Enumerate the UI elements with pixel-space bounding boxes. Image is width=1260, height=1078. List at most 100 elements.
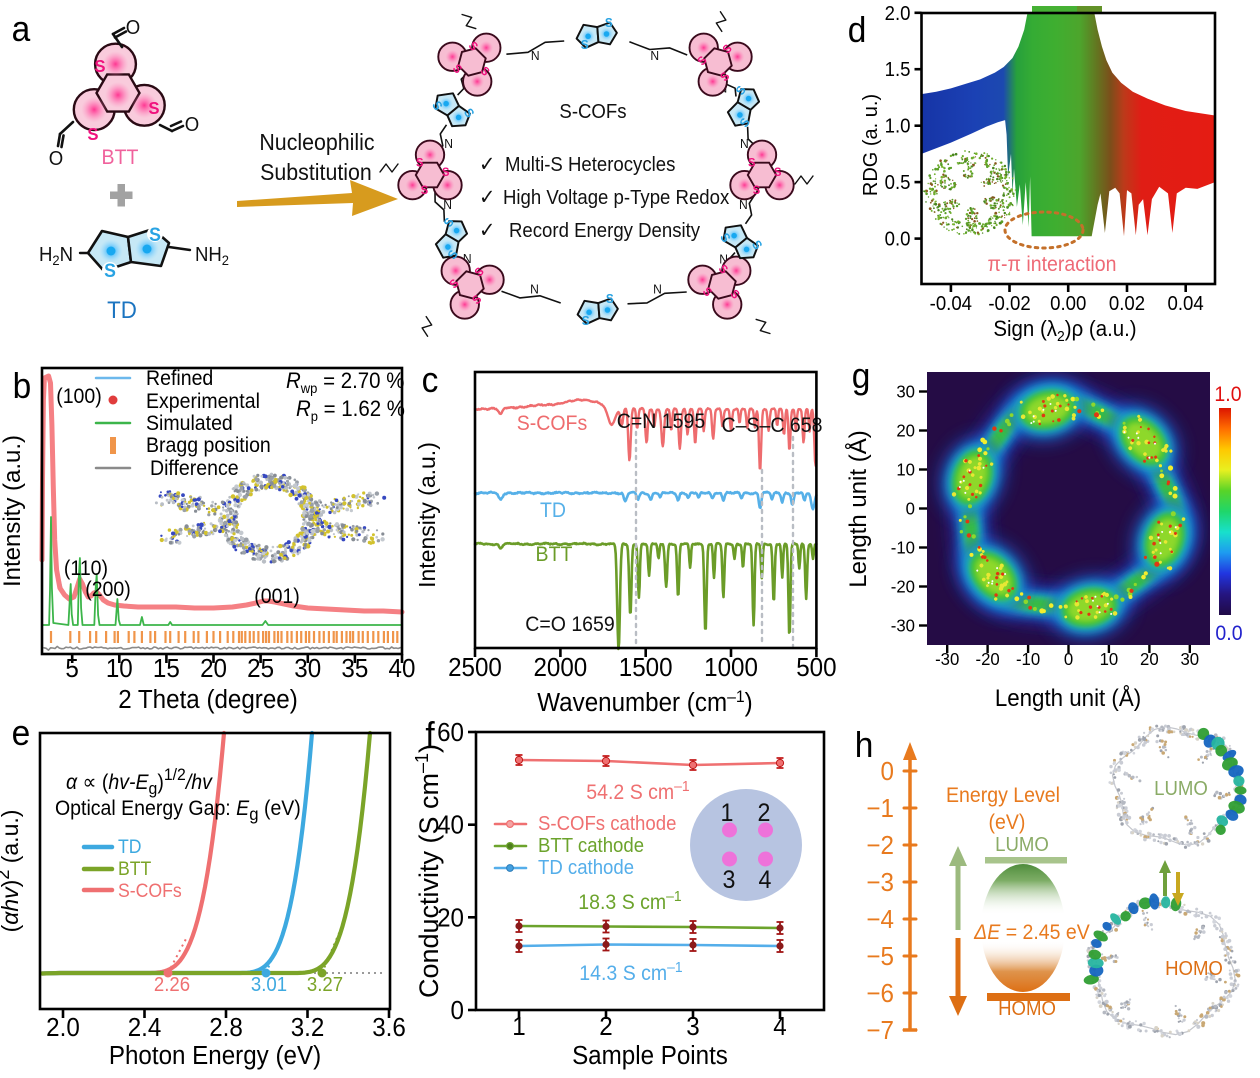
svg-text:Conductivity (S cm–1): Conductivity (S cm–1) <box>412 744 444 998</box>
svg-text:30: 30 <box>896 381 915 402</box>
svg-text:−6: −6 <box>866 979 894 1008</box>
svg-text:Record Energy Density: Record Energy Density <box>509 220 700 242</box>
svg-text:S-COFs: S-COFs <box>517 412 587 435</box>
svg-text:(100): (100) <box>56 385 102 408</box>
svg-text:TD: TD <box>118 835 142 857</box>
svg-text:54.2 S cm–1: 54.2 S cm–1 <box>586 779 689 805</box>
svg-text:4: 4 <box>759 866 772 894</box>
svg-text:f: f <box>425 716 435 755</box>
svg-text:S: S <box>753 185 761 197</box>
svg-text:High Voltage p-Type Redox: High Voltage p-Type Redox <box>503 187 730 209</box>
svg-text:(eV): (eV) <box>989 811 1026 834</box>
svg-text:g: g <box>852 357 871 396</box>
svg-text:18.3 S cm–1: 18.3 S cm–1 <box>578 889 681 915</box>
svg-text:−1: −1 <box>866 794 894 823</box>
svg-text:C=N 1595: C=N 1595 <box>617 410 705 433</box>
svg-text:−7: −7 <box>866 1016 894 1045</box>
svg-text:Bragg position: Bragg position <box>146 434 271 457</box>
svg-text:LUMO: LUMO <box>995 834 1049 856</box>
svg-text:3.01: 3.01 <box>251 974 287 996</box>
svg-text:BTT: BTT <box>102 146 139 169</box>
svg-text:N: N <box>531 48 540 62</box>
svg-text:1500: 1500 <box>619 653 673 682</box>
svg-text:Energy Level: Energy Level <box>946 784 1060 807</box>
svg-text:Refined: Refined <box>146 367 213 390</box>
svg-text:BTT: BTT <box>536 543 573 566</box>
svg-text:2.26: 2.26 <box>154 974 190 996</box>
svg-text:N: N <box>653 282 662 296</box>
svg-text:✓: ✓ <box>479 186 495 209</box>
svg-text:10: 10 <box>106 654 133 683</box>
svg-text:Substitution: Substitution <box>260 159 372 185</box>
svg-text:-20: -20 <box>891 576 915 597</box>
svg-text:1: 1 <box>721 799 734 827</box>
svg-text:2.0: 2.0 <box>46 1013 80 1042</box>
svg-text:(200): (200) <box>85 578 131 601</box>
svg-text:Rp = 1.62 %: Rp = 1.62 % <box>296 396 405 424</box>
svg-text:2.4: 2.4 <box>128 1013 162 1042</box>
svg-text:-0.04: -0.04 <box>930 293 973 315</box>
svg-text:2.0: 2.0 <box>885 3 911 25</box>
svg-text:S-COFs cathode: S-COFs cathode <box>538 813 676 835</box>
svg-text:14.3 S cm–1: 14.3 S cm–1 <box>579 960 682 986</box>
svg-text:1.0: 1.0 <box>885 116 911 138</box>
svg-text:5: 5 <box>65 654 78 683</box>
svg-text:25: 25 <box>247 654 274 683</box>
svg-text:S: S <box>442 167 450 179</box>
svg-text:BTT: BTT <box>118 857 151 879</box>
svg-text:-10: -10 <box>891 537 915 558</box>
svg-text:500: 500 <box>796 653 836 682</box>
svg-text:-20: -20 <box>976 648 1000 669</box>
svg-text:30: 30 <box>294 654 321 683</box>
svg-text:2: 2 <box>599 1012 612 1041</box>
svg-text:-10: -10 <box>1016 648 1040 669</box>
svg-text:C–S–C 658: C–S–C 658 <box>722 414 823 437</box>
svg-text:S: S <box>421 185 429 197</box>
svg-text:TD: TD <box>107 296 137 323</box>
svg-text:0: 0 <box>451 996 464 1025</box>
svg-text:N: N <box>463 252 472 266</box>
svg-text:2: 2 <box>758 799 771 827</box>
svg-text:20: 20 <box>200 654 227 683</box>
svg-text:3: 3 <box>723 866 736 894</box>
svg-text:α ∝ (hv-Eg)1/2/hv: α ∝ (hv-Eg)1/2/hv <box>66 766 214 799</box>
svg-text:60: 60 <box>437 718 464 747</box>
svg-text:10: 10 <box>896 459 915 480</box>
svg-text:Photon Energy (eV): Photon Energy (eV) <box>109 1041 321 1070</box>
svg-text:0.5: 0.5 <box>885 173 911 195</box>
svg-text:3.27: 3.27 <box>307 974 343 996</box>
svg-text:-0.02: -0.02 <box>988 293 1030 315</box>
svg-text:Experimental: Experimental <box>146 390 260 413</box>
svg-text:Multi-S Heterocycles: Multi-S Heterocycles <box>505 154 675 176</box>
svg-text:0.02: 0.02 <box>1109 293 1145 315</box>
svg-text:S: S <box>581 38 589 52</box>
svg-text:c: c <box>422 361 439 400</box>
svg-text:ΔE = 2.45 eV: ΔE = 2.45 eV <box>973 921 1090 944</box>
svg-text:0: 0 <box>1064 648 1073 669</box>
svg-text:NH2: NH2 <box>195 244 229 268</box>
svg-text:−2: −2 <box>866 831 894 860</box>
svg-text:S: S <box>104 259 116 281</box>
svg-text:Difference: Difference <box>150 457 239 480</box>
svg-text:S: S <box>605 16 613 30</box>
svg-text:N: N <box>444 137 453 151</box>
svg-text:−5: −5 <box>866 942 894 971</box>
svg-text:HOMO: HOMO <box>1165 958 1223 980</box>
svg-text:d: d <box>848 11 867 50</box>
svg-text:Intensity (a.u.): Intensity (a.u.) <box>414 442 440 588</box>
svg-text:b: b <box>13 367 32 406</box>
svg-text:(110): (110) <box>64 557 108 580</box>
svg-text:−4: −4 <box>866 905 894 934</box>
svg-text:✓: ✓ <box>479 219 495 242</box>
svg-text:Sign (λ2)ρ (a.u.): Sign (λ2)ρ (a.u.) <box>993 316 1136 345</box>
svg-text:Wavenumber (cm–1): Wavenumber (cm–1) <box>537 688 752 718</box>
svg-text:10: 10 <box>1100 648 1119 669</box>
svg-text:4: 4 <box>773 1012 786 1041</box>
svg-text:Length unit (Å): Length unit (Å) <box>995 683 1141 711</box>
svg-text:3: 3 <box>686 1012 699 1041</box>
svg-text:Length unit (Å): Length unit (Å) <box>844 430 872 587</box>
svg-text:S: S <box>606 292 614 306</box>
svg-text:S-COFs: S-COFs <box>118 879 182 901</box>
svg-text:S: S <box>582 314 590 328</box>
svg-text:−3: −3 <box>866 868 894 897</box>
